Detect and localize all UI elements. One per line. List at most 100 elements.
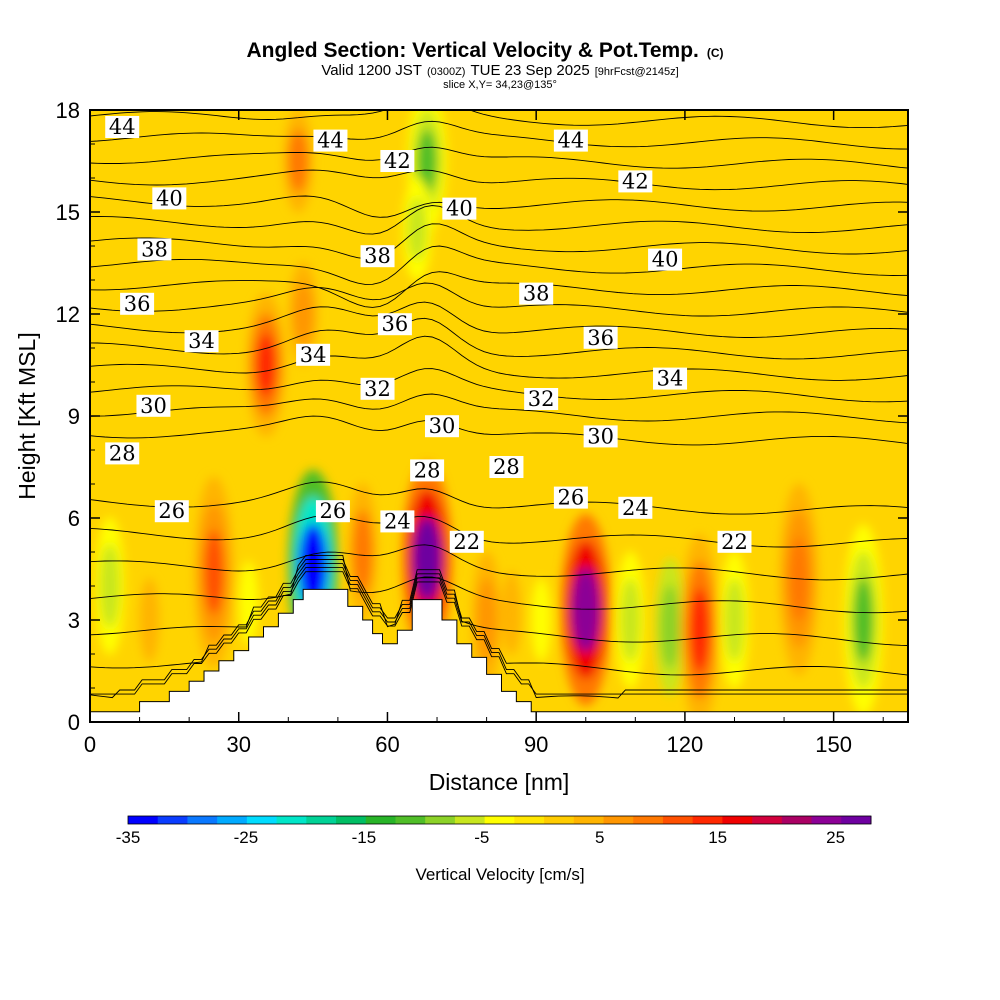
contour-label-bg	[553, 486, 588, 509]
contour-label-22: 28	[105, 441, 140, 465]
y-tick-label: 6	[68, 506, 80, 531]
vertical-velocity-field	[95, 110, 883, 722]
colorbar-swatch	[603, 816, 634, 824]
contour-label-28: 26	[553, 486, 588, 510]
contour-label-14: 34	[184, 329, 219, 353]
contour-label-bg	[360, 245, 395, 268]
colorbar-swatch	[217, 816, 248, 824]
contour-label-bg	[442, 197, 477, 220]
terrain-mask	[90, 588, 908, 722]
y-tick-label: 3	[68, 608, 80, 633]
plot-area: 44 44 42 44 42 40 40 38 38 40 36 38 36 36 34 34 34 32 32 30…	[90, 110, 908, 722]
contour-label-text: 32	[364, 377, 391, 401]
contour-label-bg	[583, 425, 618, 448]
theta-contour-33	[90, 317, 908, 360]
contour-label-2: 42	[380, 149, 415, 173]
y-axis-label: Height [Kft MSL]	[14, 332, 40, 499]
colorbar-swatch	[662, 816, 694, 824]
velocity-cell-12-2	[476, 578, 497, 662]
contour-label-17: 32	[360, 377, 395, 401]
colorbar-swatch	[544, 816, 575, 824]
contour-label-bg	[449, 530, 484, 553]
theta-contour-40	[90, 195, 908, 218]
colorbar-tick-label: -15	[352, 828, 377, 847]
colorbar-frame	[127, 815, 872, 825]
velocity-cell-1-2	[139, 578, 160, 662]
contour-label-18: 32	[524, 387, 559, 411]
contour-label-21: 30	[583, 424, 618, 448]
colorbar-title: Vertical Velocity [cm/s]	[415, 865, 584, 884]
colorbar-swatch	[841, 816, 872, 824]
colorbar-swatch	[454, 816, 486, 824]
theta-contour-43	[90, 120, 908, 150]
contour-label-bg	[154, 500, 189, 523]
contour-label-8: 38	[360, 244, 395, 268]
colorbar-swatch	[128, 816, 159, 824]
contour-label-text: 44	[109, 115, 136, 139]
contour-label-bg	[618, 170, 653, 193]
theta-contour-37	[90, 245, 908, 285]
contour-label-text: 28	[493, 455, 520, 479]
contour-label-26: 26	[315, 499, 350, 523]
velocity-cell-19-2	[724, 578, 745, 662]
contour-label-bg	[519, 282, 554, 305]
contour-label-text: 36	[124, 292, 151, 316]
velocity-cell-10-2	[417, 129, 437, 193]
colorbar-swatch	[752, 816, 783, 824]
contour-label-30: 22	[449, 530, 484, 554]
x-tick-label: 90	[524, 732, 548, 757]
contour-label-29: 24	[618, 496, 653, 520]
y-tick-label: 9	[68, 404, 80, 429]
y-tick-label: 15	[56, 200, 80, 225]
y-tick-label: 0	[68, 710, 80, 735]
theta-contour-42	[90, 146, 908, 169]
velocity-cell-7-2	[298, 523, 328, 608]
x-tick-label: 60	[375, 732, 399, 757]
colorbar-swatch	[306, 816, 337, 824]
theta-contour-25	[90, 554, 908, 614]
x-axis-label: Distance [nm]	[429, 769, 570, 795]
theta-contour-28	[90, 481, 908, 515]
contour-label-19: 30	[136, 394, 171, 418]
theta-contour-30	[90, 393, 908, 424]
colorbar-swatch	[811, 816, 842, 824]
colorbar-swatch	[514, 816, 545, 824]
contour-label-bg	[380, 150, 415, 172]
contour-label-bg	[424, 415, 459, 438]
colorbar-swatch	[633, 816, 664, 824]
contour-label-text: 22	[721, 530, 748, 554]
velocity-cell-13-2	[501, 571, 522, 656]
contour-label-bg	[315, 500, 350, 523]
colorbar-swatch	[365, 816, 396, 824]
colorbar-swatch	[276, 816, 307, 824]
contour-label-bg	[152, 187, 187, 210]
contour-label-6: 40	[442, 197, 477, 221]
colorbar-swatch	[722, 816, 753, 824]
contour-label-bg	[380, 510, 415, 533]
colorbar-swatch	[425, 816, 456, 824]
contour-label-text: 38	[364, 244, 391, 268]
theta-contour-44	[90, 110, 908, 129]
contour-label-31: 22	[717, 530, 752, 554]
contour-label-text: 40	[156, 186, 183, 210]
velocity-cell-2-2	[204, 530, 224, 615]
theta-contours	[90, 110, 908, 699]
colorbar-swatch	[395, 816, 426, 824]
contour-label-text: 44	[558, 129, 585, 153]
contour-label-bg	[377, 313, 412, 336]
contour-label-text: 36	[587, 326, 614, 350]
theta-contour-41	[90, 169, 908, 191]
velocity-cell-3-2	[238, 561, 259, 645]
contour-label-24: 28	[489, 455, 524, 479]
contour-label-text: 26	[558, 486, 585, 510]
colorbar: -35 -25 -15 -5 5 15 25	[116, 815, 872, 847]
colorbar-swatch	[157, 816, 188, 824]
x-tick-label: 30	[226, 732, 250, 757]
contour-label-bg	[717, 530, 752, 553]
x-tick-label: 120	[667, 732, 704, 757]
y-tick-label: 18	[56, 98, 80, 123]
velocity-cell-18-2	[690, 588, 710, 673]
velocity-cell-21-2	[853, 578, 874, 662]
theta-contour-36	[90, 271, 908, 308]
